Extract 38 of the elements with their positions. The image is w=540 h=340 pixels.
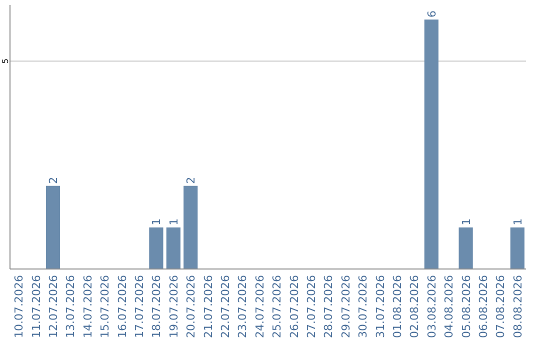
x-tick-label: 23.07.2026: [236, 275, 250, 338]
x-tick-label: 10.07.2026: [12, 275, 26, 338]
x-tick-label: 21.07.2026: [202, 275, 215, 338]
x-tick-label: 30.07.2026: [356, 275, 370, 338]
x-tick-label: 02.08.2026: [408, 275, 422, 338]
x-tick-label: 14.07.2026: [81, 275, 94, 338]
x-tick-label: 04.08.2026: [442, 275, 456, 338]
x-tick-label: 01.08.2026: [391, 275, 404, 338]
x-tick-label: 12.07.2026: [47, 275, 60, 338]
data-label: 1: [167, 218, 180, 226]
x-tick-label: 28.07.2026: [322, 275, 336, 338]
x-tick-label: 13.07.2026: [64, 275, 78, 338]
x-tick-label: 19.07.2026: [167, 275, 180, 338]
x-tick-label: 15.07.2026: [98, 275, 112, 338]
data-label: 1: [511, 218, 524, 226]
x-tick-label: 29.07.2026: [339, 275, 352, 338]
data-label: 2: [184, 176, 198, 184]
x-tick-label: 22.07.2026: [219, 275, 232, 338]
x-tick-label: 17.07.2026: [133, 275, 146, 338]
x-tick-label: 06.08.2026: [477, 275, 490, 338]
y-tick-label: 5: [1, 58, 10, 64]
x-tick-label: 07.08.2026: [494, 275, 508, 338]
data-label: 6: [425, 10, 438, 18]
data-label: 1: [460, 218, 473, 226]
x-tick-label: 16.07.2026: [116, 275, 129, 338]
x-tick-label: 27.07.2026: [305, 275, 318, 338]
x-tick-label: 31.07.2026: [374, 275, 387, 338]
x-tick-label: 08.08.2026: [511, 275, 524, 338]
x-tick-label: 18.07.2026: [150, 275, 164, 338]
x-tick-label: 11.07.2026: [30, 275, 43, 338]
x-tick-label: 03.08.2026: [425, 275, 438, 338]
data-label: 2: [47, 176, 60, 184]
x-tick-label: 20.07.2026: [184, 275, 198, 338]
data-label: 1: [150, 218, 164, 226]
x-tick-label: 26.07.2026: [288, 275, 301, 338]
x-tick-label: 25.07.2026: [270, 275, 284, 338]
x-tick-label: 05.08.2026: [460, 275, 473, 338]
x-tick-label: 24.07.2026: [253, 275, 266, 338]
